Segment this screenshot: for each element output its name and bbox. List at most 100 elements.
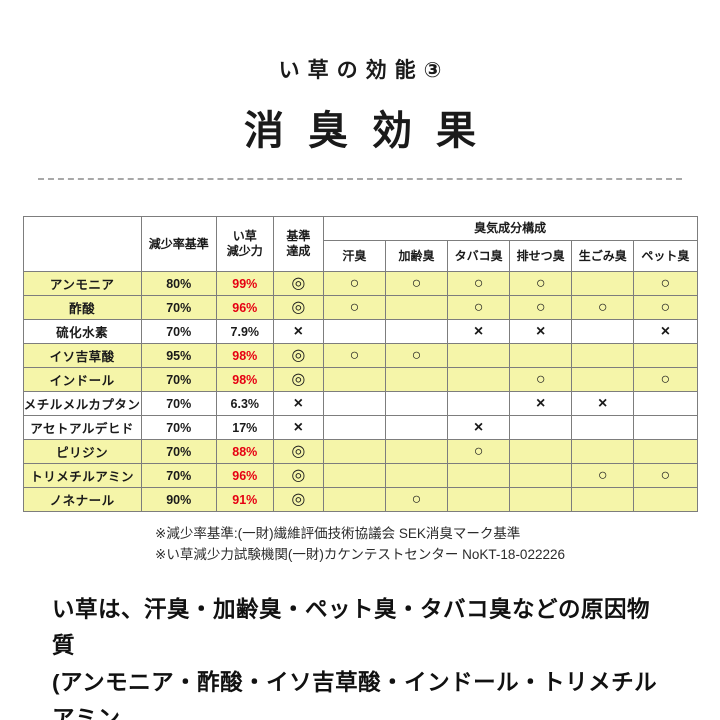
igusa-power-cell: 96%: [215, 295, 274, 320]
table-row: トリメチルアミン 70% 96% ◎ ○ ○: [22, 463, 698, 488]
substance-name-cell: ノネナール: [22, 487, 142, 512]
odor-mark-cell-5: [633, 391, 698, 416]
odor-mark-cell-4: [571, 415, 635, 440]
igusa-power-cell: 96%: [215, 463, 274, 488]
substance-name-cell: アンモニア: [22, 271, 142, 296]
section-subtitle: い草の効能③: [278, 59, 450, 82]
odor-mark-cell-2: ○: [447, 295, 511, 320]
odor-mark-cell-4: [571, 439, 635, 464]
col-header-reduction-standard: 減少率基準: [140, 216, 217, 272]
col-header-standard-achieved: 基準 達成: [272, 216, 324, 272]
col-header-sweat-odor: 汗臭: [322, 240, 386, 272]
odor-mark-cell-0: ○: [322, 343, 386, 368]
odor-mark-cell-2: ○: [447, 271, 511, 296]
odor-mark-cell-1: [384, 391, 449, 416]
description-line-2: (アンモニア・酢酸・イソ吉草酸・インドール・トリメチルアミン: [52, 669, 658, 720]
substance-name-cell: 硫化水素: [22, 319, 142, 344]
table-row: アセトアルデヒド 70% 17% × ×: [22, 415, 698, 440]
standard-achieved-cell: ×: [272, 319, 324, 344]
reduction-standard-cell: 70%: [140, 295, 217, 320]
table-row: 酢酸 70% 96% ◎ ○ ○ ○ ○ ○: [22, 295, 698, 320]
odor-mark-cell-2: ×: [447, 415, 511, 440]
odor-mark-cell-5: [633, 343, 698, 368]
odor-mark-cell-3: [509, 463, 573, 488]
page-title: 消臭効果: [244, 109, 500, 153]
substance-name-cell: トリメチルアミン: [22, 463, 142, 488]
odor-mark-cell-3: [509, 415, 573, 440]
odor-mark-cell-4: ○: [571, 295, 635, 320]
reduction-standard-cell: 70%: [140, 415, 217, 440]
table-row: インドール 70% 98% ◎ ○ ○: [22, 367, 698, 392]
substance-name-cell: イソ吉草酸: [22, 343, 142, 368]
substance-name-cell: 酢酸: [22, 295, 142, 320]
odor-mark-cell-0: [322, 415, 386, 440]
footnotes-block: ※減少率基準:(一財)繊維評価技術協議会 SEK消臭マーク基準 ※い草減少力試験…: [155, 524, 565, 566]
odor-mark-cell-4: ○: [571, 463, 635, 488]
reduction-standard-cell: 70%: [140, 463, 217, 488]
dashed-divider: [38, 178, 682, 180]
igusa-power-cell: 91%: [215, 487, 274, 512]
odor-mark-cell-4: ×: [571, 391, 635, 416]
reduction-standard-cell: 70%: [140, 439, 217, 464]
reduction-standard-cell: 90%: [140, 487, 217, 512]
odor-mark-cell-1: [384, 295, 449, 320]
odor-mark-cell-3: ○: [509, 367, 573, 392]
reduction-standard-cell: 80%: [140, 271, 217, 296]
standard-achieved-cell: ◎: [272, 367, 324, 392]
odor-mark-cell-1: [384, 439, 449, 464]
col-header-pet-odor: ペット臭: [633, 240, 698, 272]
igusa-power-cell: 98%: [215, 367, 274, 392]
col-header-excretion-odor: 排せつ臭: [509, 240, 573, 272]
corner-cell: [22, 216, 142, 272]
igusa-power-cell: 99%: [215, 271, 274, 296]
table-row: ノネナール 90% 91% ◎ ○: [22, 487, 698, 512]
col-header-igusa-power: い草 減少力: [215, 216, 274, 272]
odor-mark-cell-1: ○: [384, 271, 449, 296]
odor-mark-cell-2: [447, 343, 511, 368]
standard-achieved-cell: ◎: [272, 271, 324, 296]
standard-achieved-cell: ◎: [272, 295, 324, 320]
odor-mark-cell-1: ○: [384, 487, 449, 512]
igusa-power-cell: 17%: [215, 415, 274, 440]
odor-mark-cell-0: [322, 463, 386, 488]
odor-mark-cell-3: ×: [509, 391, 573, 416]
odor-mark-cell-5: ○: [633, 463, 698, 488]
odor-mark-cell-1: [384, 463, 449, 488]
standard-achieved-cell: ◎: [272, 343, 324, 368]
table-row: イソ吉草酸 95% 98% ◎ ○ ○: [22, 343, 698, 368]
odor-mark-cell-4: [571, 343, 635, 368]
odor-mark-cell-0: ○: [322, 295, 386, 320]
odor-mark-cell-1: [384, 415, 449, 440]
odor-mark-cell-2: [447, 487, 511, 512]
odor-mark-cell-1: [384, 367, 449, 392]
substance-name-cell: ピリジン: [22, 439, 142, 464]
odor-mark-cell-1: [384, 319, 449, 344]
table-row: メチルメルカプタン 70% 6.3% × × ×: [22, 391, 698, 416]
description-line-1: い草は、汗臭・加齢臭・ペット臭・タバコ臭などの原因物質: [52, 596, 651, 659]
reduction-standard-cell: 70%: [140, 319, 217, 344]
odor-mark-cell-5: ○: [633, 367, 698, 392]
col-header-garbage-odor: 生ごみ臭: [571, 240, 635, 272]
igusa-power-cell: 7.9%: [215, 319, 274, 344]
table-row: 硫化水素 70% 7.9% × × × ×: [22, 319, 698, 344]
odor-mark-cell-5: [633, 439, 698, 464]
odor-mark-cell-4: [571, 319, 635, 344]
odor-mark-cell-3: [509, 343, 573, 368]
deodorizing-effect-table: 減少率基準 い草 減少力 基準 達成 臭気成分構成 汗臭 加齢臭 タバコ臭 排せ…: [22, 216, 698, 512]
igusa-power-cell: 6.3%: [215, 391, 274, 416]
odor-mark-cell-5: [633, 415, 698, 440]
standard-achieved-cell: ×: [272, 415, 324, 440]
substance-name-cell: メチルメルカプタン: [22, 391, 142, 416]
odor-mark-cell-5: ×: [633, 319, 698, 344]
table-body: アンモニア 80% 99% ◎ ○ ○ ○ ○ ○ 酢酸 70% 96% ◎ ○ ○ ○ ○ ○ 硫化水素 70% 7.…: [22, 271, 698, 512]
odor-mark-cell-3: [509, 487, 573, 512]
table-row: ピリジン 70% 88% ◎ ○: [22, 439, 698, 464]
footnote-test-institution: ※い草減少力試験機関(一財)カケンテストセンター NoKT-18-022226: [155, 546, 565, 562]
odor-mark-cell-4: [571, 487, 635, 512]
odor-mark-cell-0: [322, 439, 386, 464]
standard-achieved-cell: ◎: [272, 463, 324, 488]
odor-mark-cell-1: ○: [384, 343, 449, 368]
footnotes: ※減少率基準:(一財)繊維評価技術協議会 SEK消臭マーク基準 ※い草減少力試験…: [0, 524, 720, 566]
col-header-odor-group: 臭気成分構成: [322, 216, 698, 241]
odor-mark-cell-0: [322, 367, 386, 392]
